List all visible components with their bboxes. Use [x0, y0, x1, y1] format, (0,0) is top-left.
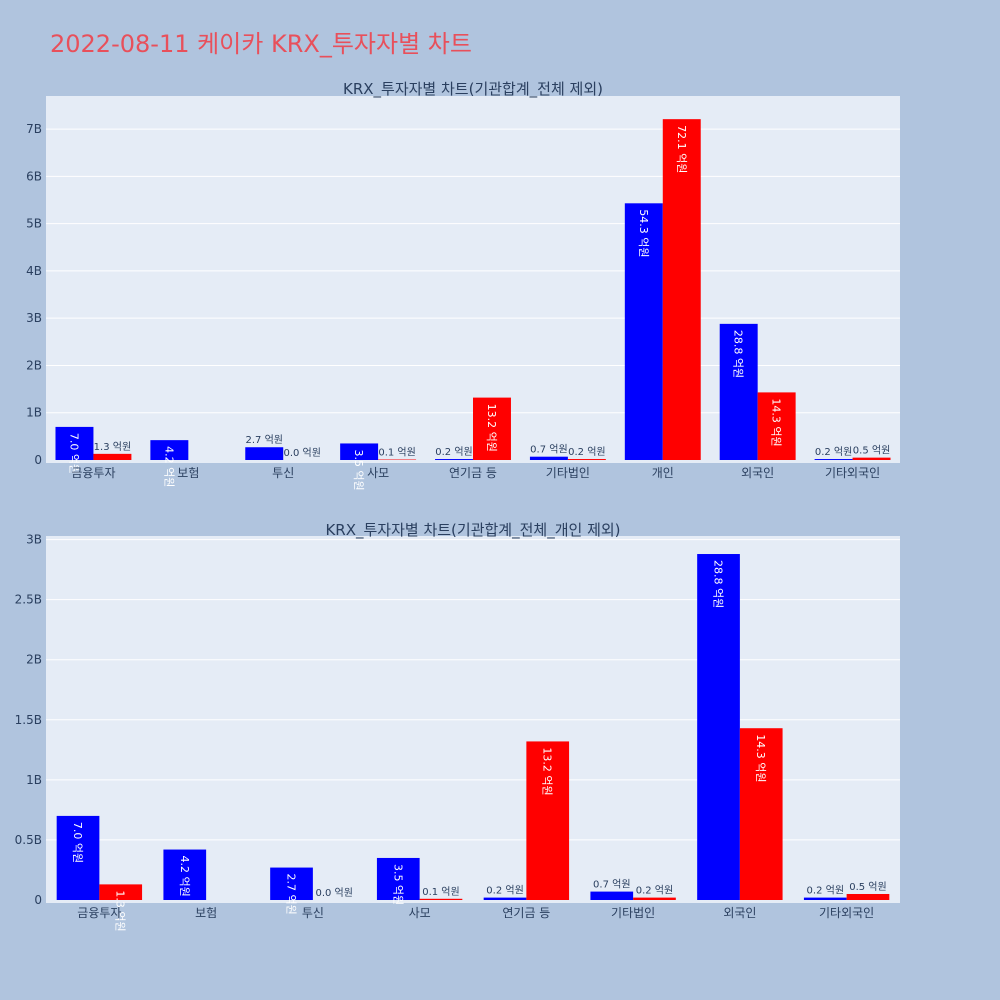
data-label: 2.7 억원 — [246, 434, 283, 446]
bar — [757, 392, 796, 460]
y-tick-label: 3B — [26, 533, 42, 547]
data-label: 4.2 억원 — [162, 446, 175, 487]
bar — [852, 457, 891, 460]
data-label: 0.2 억원 — [435, 446, 472, 458]
y-tick-label: 2B — [26, 653, 42, 667]
data-label: 0.7 억원 — [593, 879, 630, 891]
data-label: 14.3 억원 — [770, 398, 783, 446]
x-tick-label: 투신 — [272, 466, 294, 480]
bar — [814, 459, 853, 460]
bar — [473, 397, 511, 460]
x-tick-label: 개인 — [652, 466, 674, 480]
data-label: 1.3 억원 — [114, 890, 127, 931]
y-tick-label: 2.5B — [15, 593, 42, 607]
bar — [483, 897, 527, 900]
bar — [56, 815, 100, 900]
data-label: 0.0 억원 — [315, 887, 352, 899]
x-tick-label: 기타법인 — [546, 466, 590, 480]
x-tick-label: 사모 — [409, 906, 431, 920]
bar — [526, 741, 570, 900]
x-tick-label: 기타법인 — [611, 906, 655, 920]
x-tick-label: 기타외국인 — [819, 906, 874, 920]
y-tick-label: 4B — [26, 264, 42, 278]
x-tick-label: 외국인 — [723, 906, 756, 920]
bar — [150, 440, 189, 460]
data-label: 3.5 억원 — [352, 449, 365, 490]
bar — [340, 443, 379, 460]
bar — [567, 459, 606, 460]
data-label: 0.5 억원 — [849, 881, 886, 893]
data-label: 0.5 억원 — [853, 445, 890, 457]
bar — [739, 728, 783, 900]
data-label: 0.2 억원 — [636, 885, 673, 897]
x-tick-label: 금융투자 — [77, 906, 121, 920]
bar — [719, 323, 758, 460]
bar — [803, 897, 847, 900]
y-tick-label: 0 — [34, 893, 42, 907]
data-label: 0.0 억원 — [283, 447, 320, 459]
y-tick-label: 1.5B — [15, 713, 42, 727]
data-label: 4.2 억원 — [178, 856, 191, 897]
x-tick-label: 기타외국인 — [825, 466, 880, 480]
x-tick-label: 보험 — [177, 466, 199, 480]
bar — [270, 867, 313, 900]
x-tick-label: 연기금 등 — [449, 466, 497, 480]
bar — [435, 459, 473, 460]
y-tick-label: 7B — [26, 122, 42, 136]
bar — [99, 884, 143, 900]
bar — [245, 447, 284, 460]
bar — [633, 897, 676, 900]
data-label: 7.0 억원 — [71, 822, 84, 863]
x-tick-label: 투신 — [302, 906, 324, 920]
y-tick-label: 2B — [26, 358, 42, 372]
bar — [376, 857, 420, 900]
data-label: 3.5 억원 — [391, 864, 404, 905]
data-label: 0.2 억원 — [815, 446, 852, 458]
x-tick-label: 외국인 — [741, 466, 774, 480]
bar — [662, 119, 701, 460]
data-label: 13.2 억원 — [541, 747, 554, 795]
data-label: 13.2 억원 — [485, 404, 498, 452]
bar — [590, 891, 634, 900]
subplot-title-2: KRX_투자자별 차트(기관합계_전체_개인 제외) — [325, 521, 620, 540]
page-title: 2022-08-11 케이카 KRX_투자자별 차트 — [50, 30, 472, 58]
bar — [846, 893, 890, 900]
x-tick-label: 금융투자 — [71, 466, 115, 480]
data-label: 14.3 억원 — [754, 734, 767, 782]
y-tick-label: 5B — [26, 217, 42, 231]
y-tick-label: 1B — [26, 406, 42, 420]
subplot-title-1: KRX_투자자별 차트(기관합계_전체 제외) — [343, 80, 603, 99]
data-label: 0.2 억원 — [486, 885, 523, 897]
bar — [419, 898, 463, 900]
y-tick-label: 3B — [26, 311, 42, 325]
bar — [529, 456, 568, 460]
y-tick-label: 0 — [34, 453, 42, 467]
x-tick-label: 사모 — [367, 466, 389, 480]
data-label: 28.8 억원 — [712, 560, 725, 608]
bar — [55, 426, 94, 460]
data-label: 0.2 억원 — [807, 885, 844, 897]
data-label: 72.1 억원 — [675, 125, 688, 173]
y-tick-label: 6B — [26, 169, 42, 183]
x-tick-label: 연기금 등 — [502, 906, 550, 920]
data-label: 7.0 억원 — [67, 433, 80, 474]
data-label: 0.2 억원 — [568, 446, 605, 458]
data-label: 1.3 억원 — [94, 441, 131, 453]
bar — [697, 554, 740, 900]
data-label: 54.3 억원 — [637, 209, 650, 257]
bar — [93, 453, 132, 460]
data-label: 0.1 억원 — [378, 447, 415, 459]
y-tick-label: 1B — [26, 773, 42, 787]
data-label: 0.1 억원 — [422, 886, 459, 898]
x-tick-label: 보험 — [195, 906, 217, 920]
bar — [624, 203, 663, 461]
bar — [163, 849, 207, 900]
y-tick-label: 0.5B — [15, 833, 42, 847]
data-label: 2.7 억원 — [285, 874, 298, 915]
data-label: 28.8 억원 — [732, 330, 745, 378]
data-label: 0.7 억원 — [530, 444, 567, 456]
